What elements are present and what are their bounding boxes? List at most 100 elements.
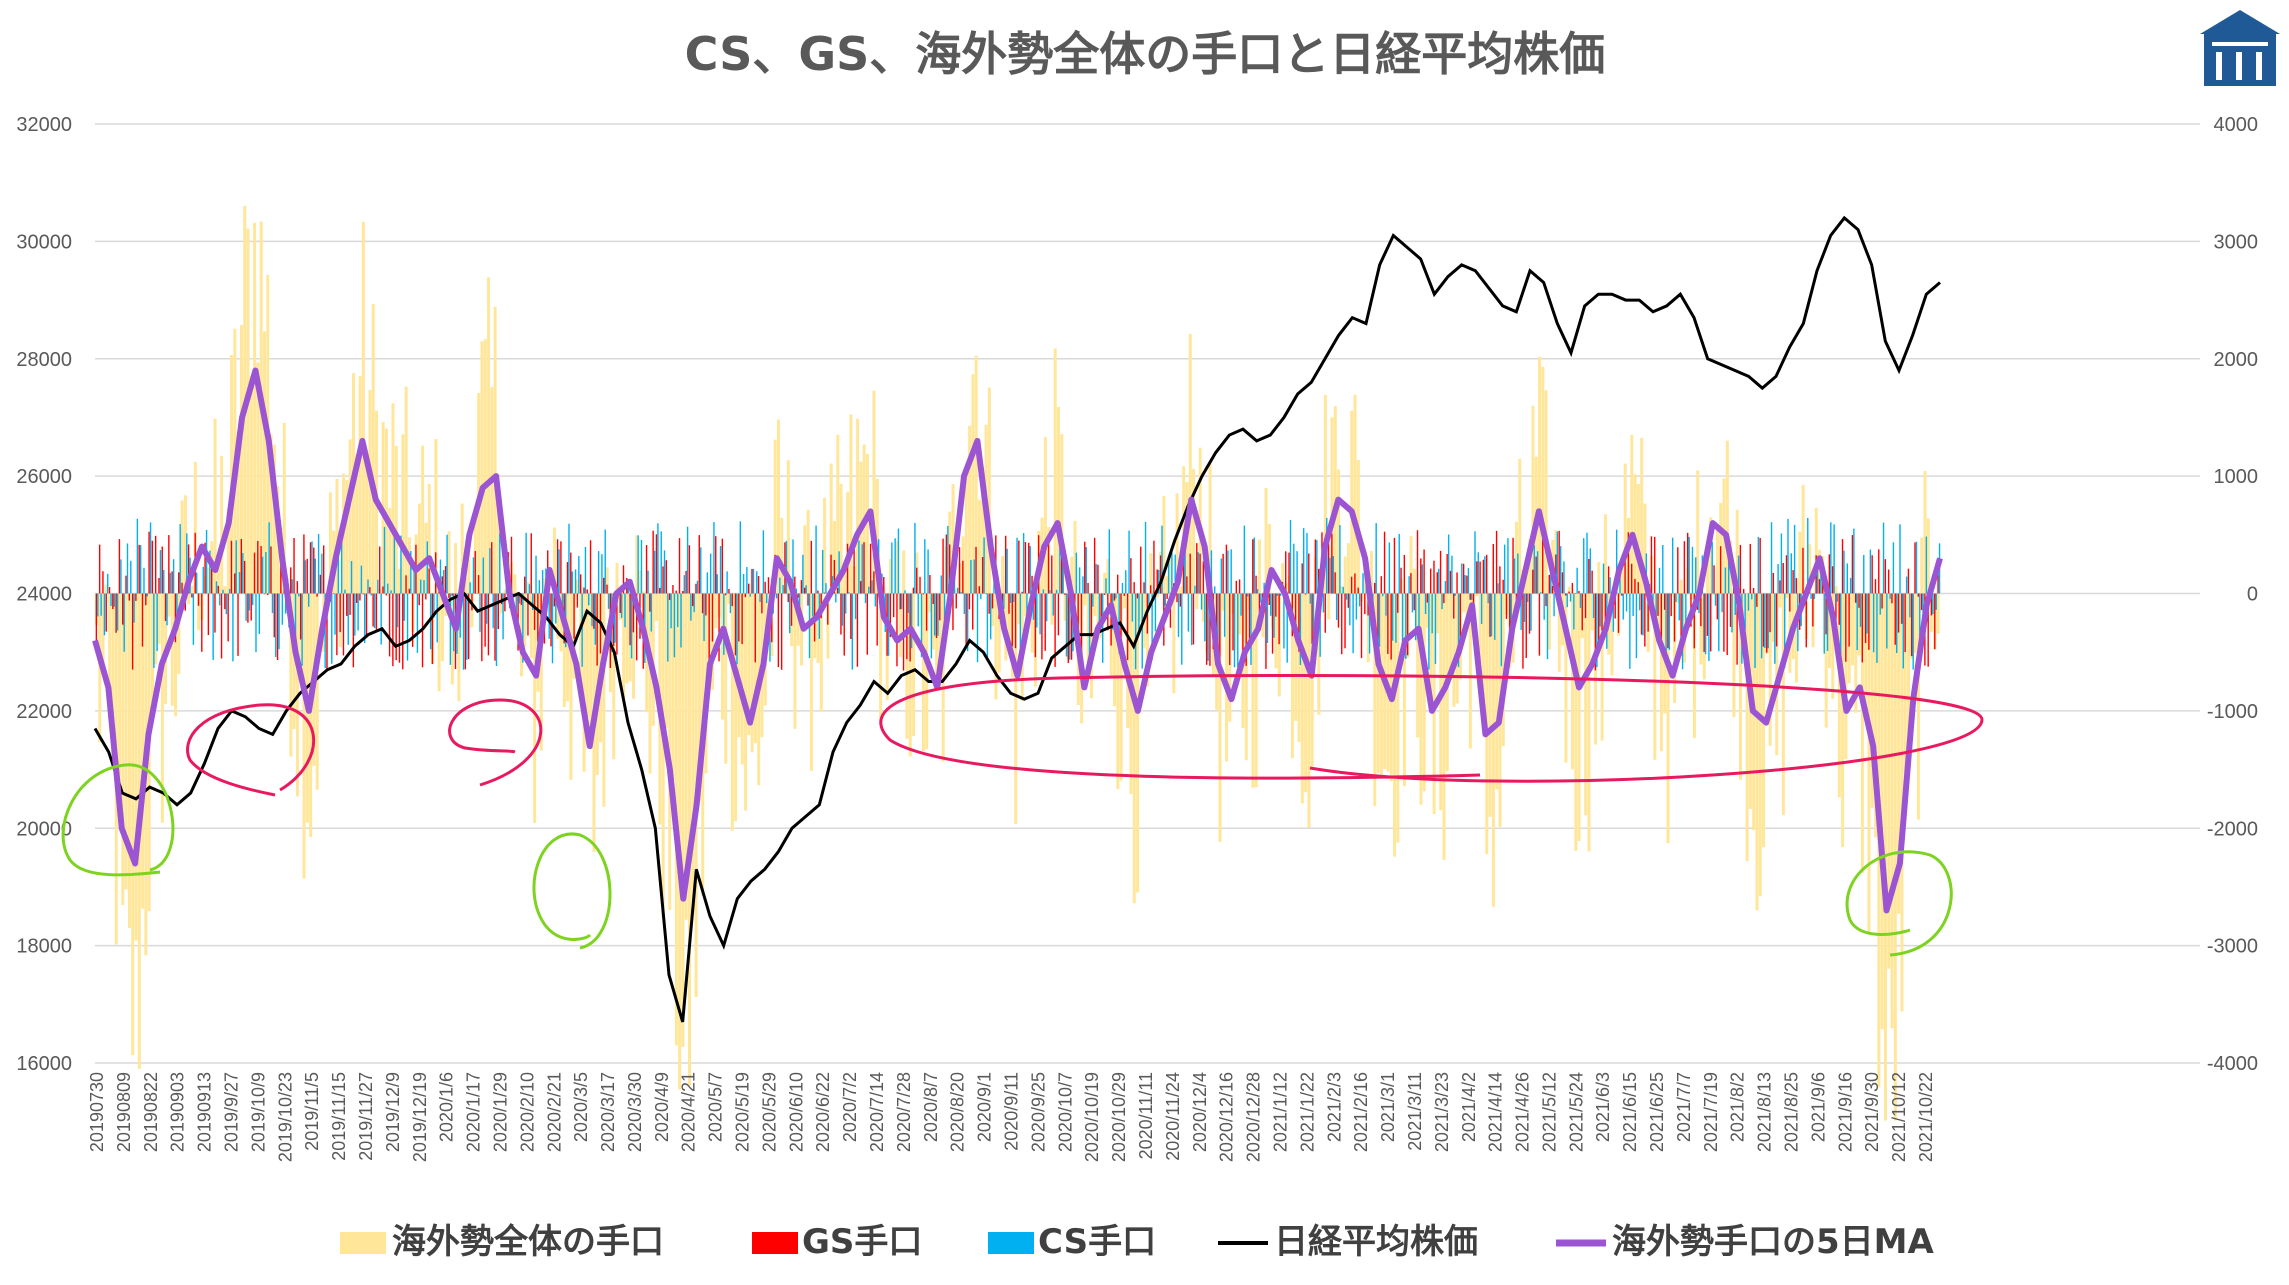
bar-gs — [1459, 593, 1462, 653]
bar-cs — [904, 590, 906, 594]
bar-gs — [1650, 536, 1653, 594]
bar-gs — [1222, 553, 1224, 594]
bar-foreign-total — [1373, 593, 1377, 807]
bar-cs — [966, 593, 969, 652]
x-tick-label: 2021/1/22 — [1297, 1072, 1317, 1152]
bar-gs — [1901, 593, 1903, 624]
bar-cs — [1003, 593, 1005, 609]
bar-foreign-total — [1258, 539, 1261, 594]
bar-cs — [1635, 593, 1638, 659]
bar-cs — [1602, 563, 1605, 594]
legend-label-gs: GS手口 — [802, 1222, 922, 1262]
bar-gs — [1387, 593, 1389, 655]
bar-gs — [1275, 593, 1277, 617]
bar-cs — [1200, 593, 1203, 610]
bar-cs — [963, 593, 966, 614]
bar-cs — [1530, 593, 1532, 631]
bar-foreign-total — [1113, 593, 1117, 707]
bar-gs — [362, 593, 364, 595]
bar-cs — [317, 534, 320, 594]
bar-foreign-total — [108, 593, 112, 693]
bar-gs — [790, 593, 793, 626]
bar-gs — [168, 535, 170, 594]
bar-gs — [290, 567, 292, 594]
bar-gs — [250, 593, 252, 621]
bar-cs — [535, 555, 537, 594]
bar-cs — [446, 534, 448, 594]
bar-foreign-total — [1169, 556, 1173, 594]
bar-cs — [739, 521, 741, 594]
x-tick-label: 2020/5/19 — [733, 1072, 753, 1152]
bar-cs — [186, 533, 188, 594]
bar-gs — [98, 544, 101, 594]
bar-cs — [986, 593, 989, 657]
bar-cs — [1036, 593, 1038, 628]
bar-foreign-total — [1202, 593, 1205, 622]
bar-cs — [1662, 544, 1664, 594]
bar-gs — [102, 571, 104, 594]
bar-gs — [975, 546, 977, 594]
bar-cs — [169, 572, 172, 594]
bar-gs — [955, 593, 957, 609]
bar-gs — [1433, 560, 1435, 594]
bar-gs — [1324, 593, 1326, 633]
bar-foreign-total — [1014, 593, 1018, 825]
bar-gs — [504, 593, 506, 612]
bar-cs — [1125, 570, 1127, 594]
bar-cs — [383, 526, 386, 594]
bar-foreign-total — [1844, 593, 1848, 760]
bar-gs — [728, 588, 730, 594]
bar-foreign-total — [1771, 593, 1775, 643]
legend-swatch-gs — [752, 1232, 798, 1254]
bar-cs — [1480, 593, 1483, 625]
annotation-pink-ellipse — [186, 703, 316, 797]
bar-gs — [747, 583, 750, 594]
bar-gs — [1825, 593, 1827, 635]
bar-cs — [1161, 525, 1163, 594]
bar-gs — [1637, 582, 1639, 594]
bar-gs — [1443, 593, 1445, 604]
x-tick-label: 2020/10/29 — [1109, 1072, 1129, 1162]
bar-gs — [1456, 572, 1458, 594]
bar-gs — [1136, 593, 1139, 599]
bar-cs — [136, 518, 139, 594]
bar-cs — [235, 540, 237, 594]
bar-foreign-total — [348, 439, 352, 594]
bar-foreign-total — [141, 593, 145, 909]
bar-cs — [1747, 593, 1750, 611]
bar-foreign-total — [1277, 593, 1281, 697]
bar-gs — [701, 593, 704, 614]
bar-gs — [359, 593, 361, 601]
bar-cs — [1069, 593, 1071, 660]
bar-gs — [1205, 593, 1208, 665]
bar-cs — [1770, 522, 1773, 594]
bar-foreign-total — [951, 483, 955, 594]
bar-gs — [1558, 530, 1560, 594]
bar-cs — [97, 593, 99, 617]
bar-foreign-total — [711, 593, 715, 690]
bar-cs — [571, 571, 573, 594]
bar-foreign-total — [154, 593, 158, 665]
bar-gs — [1686, 532, 1689, 594]
bar-gs — [299, 593, 302, 640]
bar-gs — [1891, 593, 1893, 604]
bar-cs — [1583, 538, 1585, 594]
bar-gs — [293, 537, 295, 594]
bar-foreign-total — [734, 593, 738, 822]
x-tick-label: 2020/7/28 — [894, 1072, 914, 1152]
bar-cs — [275, 593, 277, 657]
bar-foreign-total — [622, 593, 626, 698]
bar-foreign-total — [388, 508, 392, 594]
bar-foreign-total — [651, 593, 655, 726]
x-tick-label: 2021/7/19 — [1701, 1072, 1721, 1152]
bar-foreign-total — [335, 478, 339, 594]
bar-foreign-total — [1643, 503, 1647, 594]
bar-gs — [919, 576, 921, 594]
bar-cs — [1009, 593, 1012, 604]
bar-gs — [276, 593, 279, 660]
bar-foreign-total — [1017, 593, 1021, 624]
bar-foreign-total — [226, 508, 230, 594]
bar-foreign-total — [737, 593, 741, 738]
bar-gs — [148, 531, 150, 594]
bar-cs — [1131, 593, 1134, 622]
